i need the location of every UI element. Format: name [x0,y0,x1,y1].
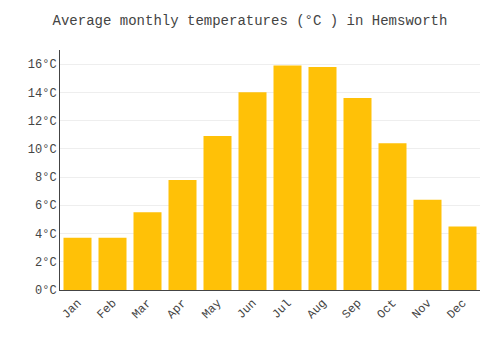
svg-text:6°C: 6°C [35,199,57,213]
svg-text:Sep: Sep [339,297,364,322]
svg-text:Feb: Feb [94,297,119,322]
svg-text:Dec: Dec [444,297,469,322]
svg-text:May: May [199,297,224,322]
svg-text:16°C: 16°C [28,58,57,72]
svg-text:8°C: 8°C [35,171,57,185]
svg-text:Jul: Jul [269,297,294,322]
svg-text:2°C: 2°C [35,256,57,270]
svg-text:12°C: 12°C [28,115,57,129]
svg-text:14°C: 14°C [28,87,57,101]
svg-text:Nov: Nov [409,297,434,322]
svg-text:Aug: Aug [304,297,329,322]
svg-text:Apr: Apr [164,297,189,322]
svg-text:10°C: 10°C [28,143,57,157]
svg-text:Average monthly temperatures (: Average monthly temperatures (°C ) in He… [53,13,448,29]
svg-text:4°C: 4°C [35,228,57,242]
svg-text:0°C: 0°C [35,284,57,298]
svg-text:Jun: Jun [234,297,259,322]
svg-text:Jan: Jan [59,297,84,322]
svg-text:Mar: Mar [129,297,154,322]
svg-text:Oct: Oct [374,297,399,322]
